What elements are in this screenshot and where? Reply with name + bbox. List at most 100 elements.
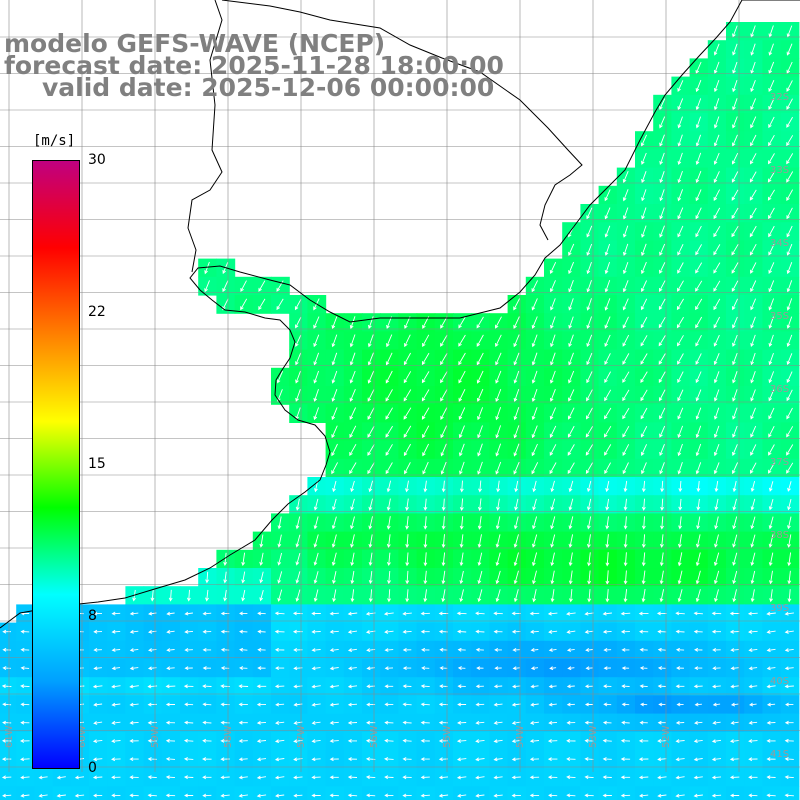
wind-arrow (295, 334, 302, 347)
lon-label: 55W (442, 725, 453, 748)
wind-arrow (512, 648, 521, 652)
wind-arrow (676, 316, 684, 329)
border-path (221, 0, 583, 241)
wind-arrow (602, 611, 612, 616)
wind-arrow (311, 629, 321, 634)
wind-arrow (640, 425, 648, 438)
wind-arrow (677, 570, 683, 585)
wind-arrow (350, 570, 355, 585)
wind-arrow (550, 352, 556, 366)
wind-arrow (622, 189, 629, 202)
wind-arrow (259, 589, 264, 602)
wind-arrow (713, 443, 720, 457)
wind-arrow (402, 775, 412, 780)
wind-arrow (513, 552, 519, 567)
wind-arrow (220, 775, 230, 780)
wind-arrow (313, 407, 320, 421)
wind-arrow (748, 720, 758, 725)
wind-arrow (495, 589, 501, 603)
wind-arrow (641, 570, 646, 585)
wind-arrow (657, 666, 666, 670)
wind-arrow (622, 316, 629, 329)
wind-arrow (313, 316, 320, 329)
wind-arrow (604, 225, 611, 238)
wind-arrow (712, 648, 721, 652)
wind-arrow (695, 334, 702, 347)
wind-arrow (768, 43, 774, 56)
wind-arrow (620, 629, 630, 634)
wind-arrow (731, 262, 739, 274)
wind-arrow (420, 702, 430, 707)
wind-arrow (604, 243, 611, 256)
wind-arrow (748, 775, 758, 780)
wind-arrow (311, 666, 321, 671)
wind-arrow (714, 480, 719, 493)
wind-arrow (477, 570, 483, 585)
wind-arrow (129, 648, 139, 653)
wind-arrow (275, 720, 285, 725)
wind-arrow (347, 739, 357, 743)
wind-arrow (622, 334, 630, 347)
wind-arrow (2, 647, 11, 652)
wind-arrow (768, 516, 774, 530)
wind-arrow (258, 280, 266, 292)
wind-arrow (331, 425, 338, 439)
wind-arrow (183, 684, 194, 689)
wind-arrow (331, 316, 338, 330)
wind-arrow (660, 480, 665, 493)
wind-arrow (693, 739, 703, 744)
wind-arrow (457, 720, 467, 725)
wind-arrow (1, 738, 12, 743)
wind-arrow (766, 757, 776, 761)
wind-arrow (732, 371, 738, 384)
wind-arrow (768, 207, 775, 220)
wind-arrow (786, 444, 794, 456)
wind-arrow (368, 571, 373, 585)
wind-arrow (641, 589, 646, 603)
wind-arrow (656, 611, 667, 616)
wind-arrow (603, 648, 612, 652)
wind-arrow (568, 298, 574, 311)
wind-arrow (530, 684, 539, 689)
wind-arrow (347, 684, 358, 689)
wind-arrow (566, 702, 575, 707)
wind-arrow (223, 589, 227, 602)
wind-arrow (658, 353, 666, 365)
wind-arrow (641, 189, 647, 202)
wind-arrow (184, 702, 194, 707)
wind-arrow (531, 352, 538, 366)
wind-arrow (548, 702, 557, 707)
wind-arrow (513, 570, 519, 585)
wind-arrow (512, 684, 521, 689)
wind-arrow (405, 552, 410, 567)
wind-arrow (402, 738, 412, 743)
wind-arrow (477, 534, 482, 549)
wind-arrow (20, 702, 30, 707)
wind-arrow (695, 152, 702, 165)
wind-arrow (129, 793, 139, 798)
wind-arrow (205, 589, 209, 602)
wind-arrow (713, 171, 720, 183)
wind-arrow (620, 793, 631, 798)
wind-arrow (166, 666, 175, 671)
wind-arrow (205, 571, 209, 584)
wind-arrow (311, 702, 321, 707)
wind-arrow (604, 334, 611, 347)
wind-arrow (750, 480, 756, 492)
wind-arrow (695, 298, 703, 311)
wind-arrow (675, 611, 685, 616)
wind-arrow (20, 757, 30, 762)
wind-arrow (531, 280, 539, 293)
wind-arrow (256, 720, 267, 725)
wind-arrow (277, 589, 283, 602)
wind-arrow (368, 498, 373, 511)
wind-arrow (184, 666, 193, 671)
wind-arrow (259, 552, 264, 566)
wind-arrow (511, 611, 521, 616)
wind-arrow (568, 316, 574, 329)
wind-arrow (766, 793, 776, 798)
wind-arrow (331, 534, 337, 548)
wind-arrow (111, 666, 121, 671)
wind-arrow (495, 370, 502, 384)
wind-arrow (531, 316, 538, 329)
